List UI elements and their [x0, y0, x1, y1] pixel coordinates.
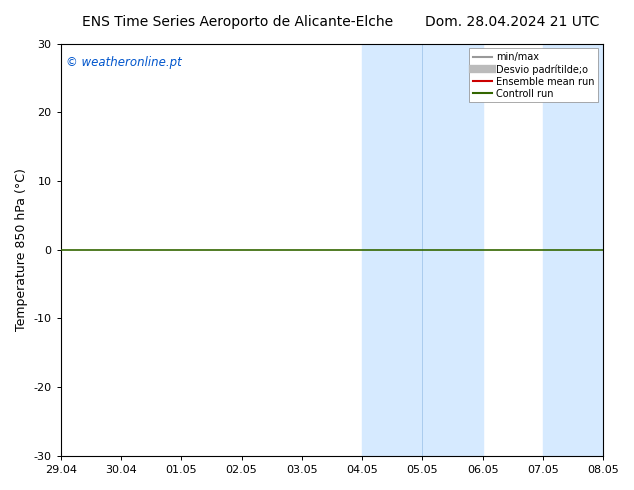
Legend: min/max, Desvio padrítilde;o, Ensemble mean run, Controll run: min/max, Desvio padrítilde;o, Ensemble m… — [469, 49, 598, 102]
Y-axis label: Temperature 850 hPa (°C): Temperature 850 hPa (°C) — [15, 168, 28, 331]
Bar — [543, 44, 603, 456]
Bar — [362, 44, 482, 456]
Text: Dom. 28.04.2024 21 UTC: Dom. 28.04.2024 21 UTC — [425, 15, 599, 29]
Text: ENS Time Series Aeroporto de Alicante-Elche: ENS Time Series Aeroporto de Alicante-El… — [82, 15, 394, 29]
Text: © weatheronline.pt: © weatheronline.pt — [66, 56, 182, 69]
